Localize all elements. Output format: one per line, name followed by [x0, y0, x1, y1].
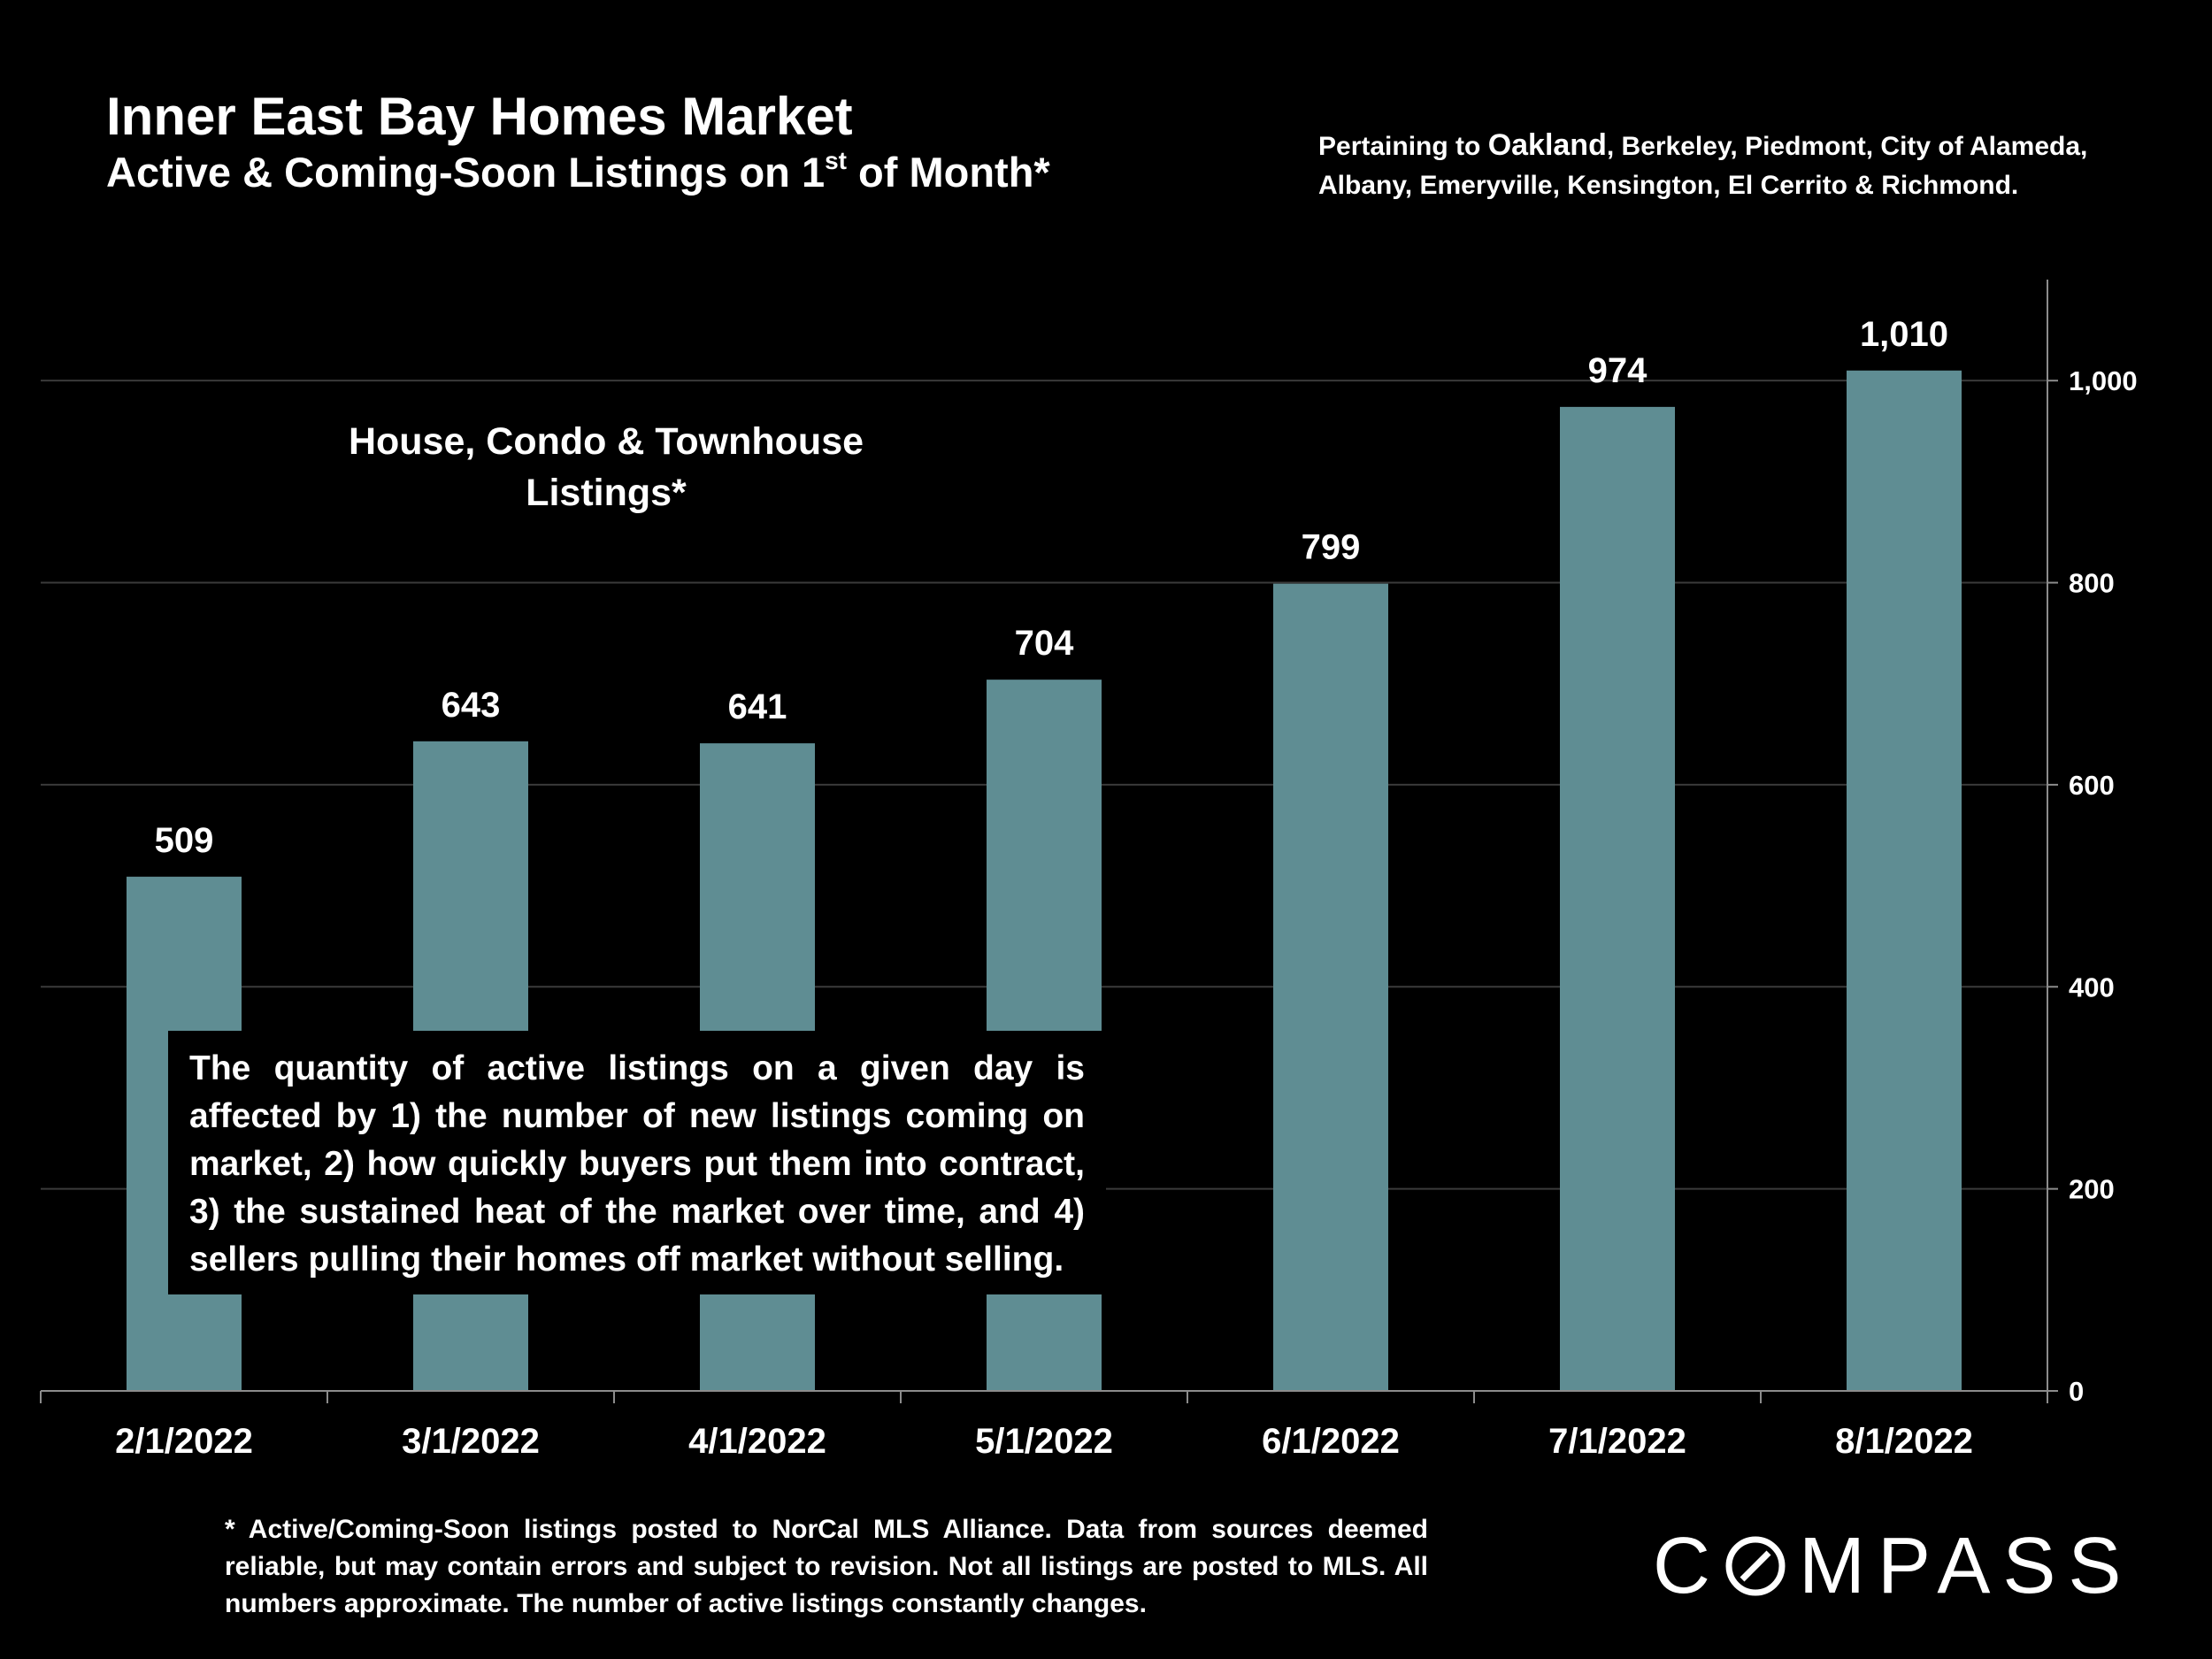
areas-highlight: Oakland — [1487, 128, 1607, 162]
axes — [40, 280, 2058, 1403]
x-tick-label: 8/1/2022 — [1835, 1422, 1973, 1461]
x-tick-label: 2/1/2022 — [115, 1422, 253, 1461]
bar — [1847, 370, 1962, 1391]
data-label: 799 — [1302, 528, 1361, 567]
y-tick-label: 400 — [2069, 972, 2115, 1002]
areas-rest: , Berkeley, Piedmont, City of Alameda, A… — [1318, 132, 2088, 200]
y-tick-label: 0 — [2069, 1376, 2084, 1407]
x-tick-label: 3/1/2022 — [402, 1422, 540, 1461]
subtitle-superscript: st — [825, 147, 847, 174]
y-tick-label: 200 — [2069, 1174, 2115, 1205]
data-label: 509 — [155, 821, 214, 860]
compass-logo: C MPASS — [1653, 1524, 2135, 1609]
x-tick-label: 4/1/2022 — [688, 1422, 826, 1461]
areas-covered: Pertaining to Oakland, Berkeley, Piedmon… — [1318, 126, 2168, 205]
data-label: 704 — [1015, 624, 1074, 663]
subtitle-end: of Month* — [847, 149, 1050, 196]
y-tick-label: 1,000 — [2069, 365, 2138, 396]
x-tick-label: 7/1/2022 — [1548, 1422, 1686, 1461]
bar — [1273, 583, 1388, 1391]
data-label: 643 — [442, 686, 501, 725]
x-tick-label: 6/1/2022 — [1262, 1422, 1400, 1461]
y-tick-label: 600 — [2069, 770, 2115, 801]
logo-letter-c: C — [1653, 1522, 1723, 1610]
chart-title: House, Condo & Townhouse Listings* — [348, 420, 864, 514]
compass-o-icon — [1725, 1536, 1786, 1596]
x-tick-label: 5/1/2022 — [975, 1422, 1113, 1461]
page-title: Inner East Bay Homes Market — [106, 87, 853, 146]
labels: 0 200 400 600 800 1,000 509 2/1/2022 643 3/1/2022… — [115, 315, 2137, 1461]
data-label: 641 — [728, 687, 787, 726]
footnote: * Active/Coming-Soon listings posted to … — [225, 1515, 1428, 1618]
explanatory-note: The quantity of active listings on a giv… — [168, 1031, 1106, 1294]
data-label: 1,010 — [1860, 315, 1948, 354]
logo-letters-mpass: MPASS — [1799, 1522, 2134, 1610]
subtitle-main: Active & Coming-Soon Listings on 1 — [106, 149, 826, 196]
y-tick-label: 800 — [2069, 568, 2115, 599]
data-label: 974 — [1588, 351, 1647, 390]
page-subtitle: Active & Coming-Soon Listings on 1st of … — [106, 147, 1050, 198]
areas-prefix: Pertaining to — [1318, 132, 1488, 161]
bar — [1560, 406, 1675, 1391]
